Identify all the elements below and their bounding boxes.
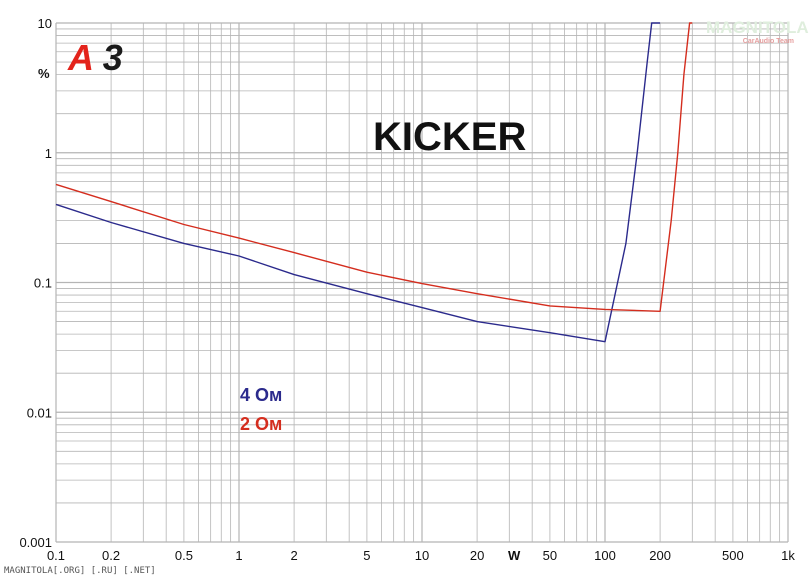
x-tick-label: 0.5 — [175, 548, 193, 563]
series-line-4ohm — [55, 22, 661, 343]
series-line-2ohm — [55, 22, 693, 312]
x-tick-label: 0.1 — [47, 548, 65, 563]
x-tick-label: 2 — [290, 548, 297, 563]
x-tick-label: 200 — [649, 548, 671, 563]
a3-logo-letters: A — [67, 37, 93, 78]
x-tick-label: 5 — [363, 548, 370, 563]
magnitola-watermark: MAGNITOLA CarAudio Team — [706, 18, 809, 52]
chart-title: KICKER — [373, 115, 526, 159]
chart-grid — [55, 22, 789, 543]
chart-series — [55, 22, 693, 343]
y-tick-label: 0.01 — [27, 405, 52, 420]
legend-entry-2ohm: 2 Ом — [240, 414, 282, 434]
a3-logo: A 3 — [67, 37, 123, 78]
y-axis-unit-label: % — [38, 66, 50, 81]
x-axis-unit-label: W — [508, 548, 521, 563]
footer-credit: MAGNITOLA[.ORG] [.RU] [.NET] — [4, 566, 156, 576]
watermark-text: MAGNITOLA — [706, 18, 809, 37]
x-tick-label: 0.2 — [102, 548, 120, 563]
x-tick-label: 50 — [543, 548, 557, 563]
y-tick-label: 0.001 — [19, 535, 52, 550]
x-tick-label: 10 — [415, 548, 429, 563]
x-tick-label: 20 — [470, 548, 484, 563]
chart-tick-labels: 0.1 0.2 0.5 1 2 5 10 20 50 100 200 500 1k 10 1 0.1 0.01 0… — [19, 16, 795, 563]
legend-entry-4ohm: 4 Ом — [240, 385, 282, 405]
x-tick-label: 100 — [594, 548, 616, 563]
x-tick-label: 1 — [235, 548, 242, 563]
x-tick-label: 500 — [722, 548, 744, 563]
legend: 4 Ом 2 Ом — [240, 385, 282, 434]
watermark-sub: CarAudio Team — [742, 38, 794, 45]
x-tick-label: 1k — [781, 548, 795, 563]
y-tick-label: 0.1 — [34, 276, 52, 291]
y-tick-label: 1 — [45, 146, 52, 161]
a3-logo-digit: 3 — [103, 37, 123, 78]
a3-logo-text: A 3 — [67, 37, 123, 78]
y-tick-label: 10 — [38, 16, 52, 31]
